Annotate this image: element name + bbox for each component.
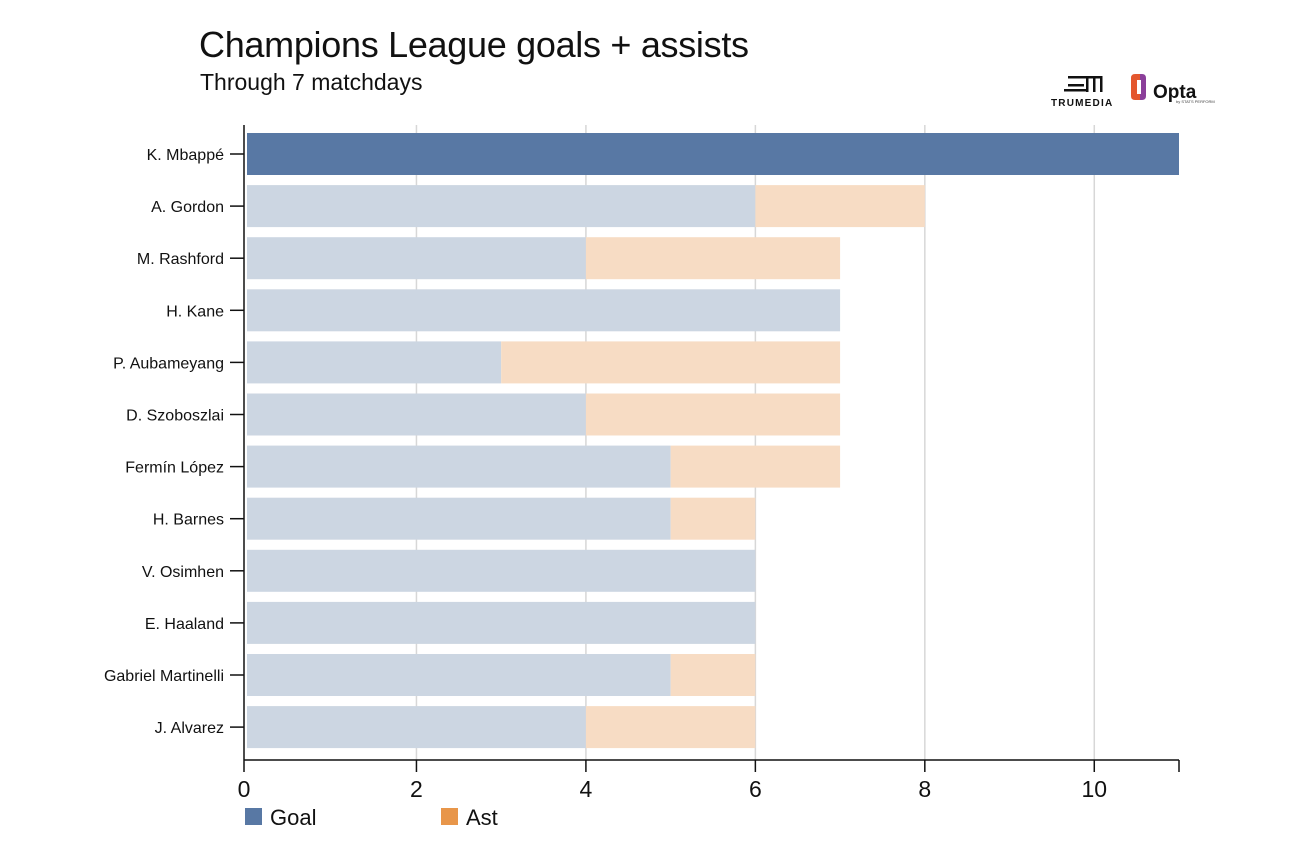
bar-ast — [585, 393, 841, 436]
bar-goal — [247, 549, 756, 592]
bar-goal — [247, 133, 1179, 175]
bar-ast — [585, 706, 756, 749]
bar-ast — [585, 237, 841, 280]
axes: K. Mbappé A. Gordon M. Rashford H. Kane P. A… — [104, 125, 1180, 802]
x-tick-label: 8 — [918, 776, 931, 802]
trumedia-wordmark: TRUMEDIA — [1051, 98, 1113, 109]
legend-label: Goal — [270, 805, 316, 830]
bar-ast — [670, 654, 756, 696]
y-tick-label: A. Gordon — [151, 199, 224, 216]
bar-goal — [247, 289, 841, 332]
y-tick-label: D. Szoboszlai — [126, 408, 224, 425]
trumedia-mark-icon — [1064, 76, 1103, 92]
bar-goal — [247, 185, 756, 228]
legend-label: Ast — [466, 805, 498, 830]
bar-goal — [247, 237, 586, 280]
bar-goal — [247, 654, 671, 696]
bar-goal — [247, 706, 586, 749]
bar-goal — [247, 445, 671, 488]
bar-goal — [247, 341, 502, 384]
y-tick-label: J. Alvarez — [155, 720, 224, 737]
y-tick-label: Gabriel Martinelli — [104, 668, 224, 685]
opta-logo: Opta by STATS PERFORM — [1131, 74, 1215, 104]
x-tick-label: 10 — [1081, 776, 1107, 802]
bar-ast — [755, 185, 925, 228]
bar-ast — [670, 497, 756, 540]
opta-wordmark: Opta — [1153, 82, 1197, 103]
legend-swatch — [245, 808, 262, 825]
trumedia-logo: TRUMEDIA — [1051, 76, 1113, 109]
bar-goal — [247, 393, 586, 436]
x-tick-label: 2 — [410, 776, 423, 802]
bar-goal — [247, 497, 671, 540]
y-tick-label: P. Aubameyang — [113, 355, 224, 372]
y-tick-label: K. Mbappé — [147, 147, 224, 164]
bar-ast — [501, 341, 841, 384]
x-tick-label: 4 — [580, 776, 593, 802]
y-tick-label: E. Haaland — [145, 616, 224, 633]
x-tick-label: 0 — [238, 776, 251, 802]
chart-title: Champions League goals + assists — [199, 24, 749, 65]
bar-ast — [670, 445, 841, 488]
bars — [247, 133, 1179, 749]
y-tick-label: M. Rashford — [137, 251, 224, 268]
legend-swatch — [441, 808, 458, 825]
opta-byline: by STATS PERFORM — [1176, 99, 1215, 104]
y-tick-label: H. Barnes — [153, 512, 224, 529]
y-tick-label: H. Kane — [166, 303, 224, 320]
y-tick-label: V. Osimhen — [142, 564, 224, 581]
y-tick-label: Fermín López — [125, 460, 224, 477]
legend: Goal Ast — [245, 805, 498, 830]
bar-goal — [247, 601, 756, 644]
chart-subtitle: Through 7 matchdays — [200, 69, 423, 95]
opta-mark-icon — [1131, 74, 1146, 100]
x-tick-label: 6 — [749, 776, 762, 802]
